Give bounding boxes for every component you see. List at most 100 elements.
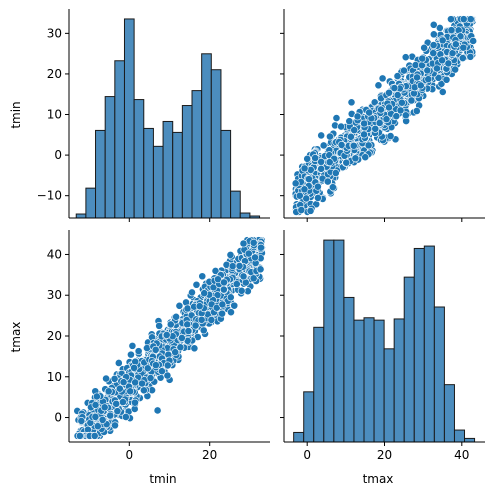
tmax-vs-tmin-point xyxy=(172,312,181,321)
tmax-vs-tmin-point xyxy=(177,334,186,342)
tmin-vs-tmax-point xyxy=(313,182,322,191)
tmin-vs-tmax-point xyxy=(451,40,460,49)
tmin-vs-tmax-point xyxy=(317,131,326,140)
tmin-vs-tmax-point xyxy=(306,206,315,215)
tmin-hist-bar xyxy=(123,18,135,219)
tmax-vs-tmin-point xyxy=(244,249,253,258)
tmax-vs-tmin-point xyxy=(163,371,172,380)
tmax-vs-tmin-point xyxy=(90,431,99,440)
tmax-hist-bar xyxy=(423,245,435,443)
tmax-vs-tmin-point xyxy=(199,326,208,335)
tmax-vs-tmin-point xyxy=(213,291,222,300)
tmax-vs-tmin-point xyxy=(257,243,265,252)
tmin-hist-y-tick-label: −10 xyxy=(37,189,62,203)
tmin-vs-tmax-point xyxy=(351,154,360,163)
tmin-hist-bar xyxy=(201,53,212,219)
tmin-vs-tmax-point xyxy=(424,75,433,84)
tmax-vs-tmin-point xyxy=(162,330,171,339)
tmin-vs-tmax-point xyxy=(364,141,373,150)
tmax-vs-tmin-point xyxy=(183,304,192,313)
tmax-vs-tmin-point xyxy=(200,289,209,298)
tmin-vs-tmax-point xyxy=(291,179,300,188)
tmin-vs-tmax-point xyxy=(429,20,438,29)
tmax-vs-tmin-point xyxy=(91,412,100,421)
tmax-vs-tmin-point xyxy=(102,374,110,383)
tmin-hist-bar xyxy=(85,187,97,219)
tmax-vs-tmin-point xyxy=(77,417,86,425)
tmin-vs-tmax-point xyxy=(350,126,359,135)
tmax-vs-tmin-point xyxy=(131,378,140,387)
tmax-vs-tmin-y-tick-label: 40 xyxy=(47,247,62,261)
tmin-vs-tmax-point xyxy=(444,59,453,68)
tmin-hist-bar xyxy=(172,131,183,219)
tmax-vs-tmin-point xyxy=(151,345,160,354)
tmin-vs-tmax-point xyxy=(429,30,438,39)
tmax-vs-tmin-point xyxy=(218,300,227,309)
tmin-hist-bar xyxy=(220,129,232,219)
tmax-vs-tmin-point xyxy=(153,406,162,415)
tmax-hist-x-tick-label: 0 xyxy=(303,448,311,462)
tmax-vs-tmin-y-tick-label: 0 xyxy=(54,411,62,425)
tmin-vs-tmax-point xyxy=(345,117,354,126)
tmin-vs-tmax-point xyxy=(438,36,447,45)
tmax-vs-tmin-point xyxy=(113,407,122,416)
tmin-vs-tmax-point xyxy=(353,112,362,121)
tmin-hist-bar xyxy=(75,213,87,219)
tmin-hist-y-tick-label: 20 xyxy=(47,67,62,81)
tmin-vs-tmax-point xyxy=(435,24,444,32)
tmax-vs-tmin-point xyxy=(184,327,193,335)
tmax-vs-tmin-point xyxy=(111,421,119,430)
tmax-vs-tmin-point xyxy=(131,398,139,407)
tmin-vs-tmax-point xyxy=(429,49,438,58)
tmax-vs-tmin-point xyxy=(92,392,101,401)
tmin-hist-bar xyxy=(114,60,125,219)
tmin-vs-tmax-point xyxy=(447,15,455,24)
tmin-hist-bar xyxy=(143,127,154,219)
tmin-vs-tmax-point xyxy=(300,185,309,194)
tmax-vs-tmin-point xyxy=(176,343,185,352)
tmin-vs-tmax-point xyxy=(295,191,304,200)
tmax-vs-tmin-point xyxy=(106,411,115,420)
tmin-vs-tmax-point xyxy=(311,154,320,162)
tmin-hist-y-tick-label: 10 xyxy=(47,108,62,122)
tmin-hist-bar xyxy=(239,212,251,219)
tmin-vs-tmax-point xyxy=(371,124,380,133)
panel-tmax-histogram: 0 20 40 xyxy=(280,230,485,462)
tmin-vs-tmax-point xyxy=(442,75,451,84)
tmin-vs-tmax-point xyxy=(361,153,370,162)
tmax-vs-tmin-point xyxy=(219,285,228,294)
tmax-vs-tmin-point xyxy=(127,350,135,359)
tmax-vs-tmin-point xyxy=(197,315,206,324)
tmax-hist-bar xyxy=(393,318,405,443)
tmin-vs-tmax-point xyxy=(377,105,385,114)
tmin-hist-bar xyxy=(191,90,203,219)
tmin-hist-bar xyxy=(104,96,116,219)
tmin-vs-tmax-point xyxy=(337,141,346,149)
tmax-vs-tmin-point xyxy=(143,364,152,373)
tmin-vs-tmax-point xyxy=(382,115,391,124)
tmax-vs-tmin-point xyxy=(130,363,138,372)
panel-tmin-vs-tmax-scatter xyxy=(280,9,485,222)
tmin-vs-tmax-point xyxy=(326,132,334,141)
tmin-vs-tmax-point xyxy=(365,108,374,117)
tmin-vs-tmax-point xyxy=(349,141,358,150)
tmax-vs-tmin-point xyxy=(192,280,201,289)
tmin-vs-tmax-point xyxy=(400,66,408,75)
tmax-vs-tmin-point xyxy=(235,261,244,270)
tmin-vs-tmax-point xyxy=(448,49,457,58)
tmin-vs-tmax-point xyxy=(396,106,405,115)
tmax-vs-tmin-point xyxy=(195,302,204,311)
tmin-vs-tmax-point xyxy=(398,98,406,107)
tmax-vs-tmin-point xyxy=(220,278,228,287)
tmin-hist-bar xyxy=(152,145,164,219)
tmin-hist-bar xyxy=(162,120,174,219)
tmax-vs-tmin-point xyxy=(214,275,222,284)
tmin-vs-tmax-point xyxy=(458,54,467,62)
tmin-vs-tmax-point xyxy=(469,37,478,45)
tmax-vs-tmin-y-tick-label: 10 xyxy=(47,370,62,384)
tmax-hist-bar xyxy=(443,384,455,443)
tmin-vs-tmax-point xyxy=(466,52,475,61)
tmax-hist-bar xyxy=(464,437,476,443)
tmin-vs-tmax-point xyxy=(392,112,401,121)
